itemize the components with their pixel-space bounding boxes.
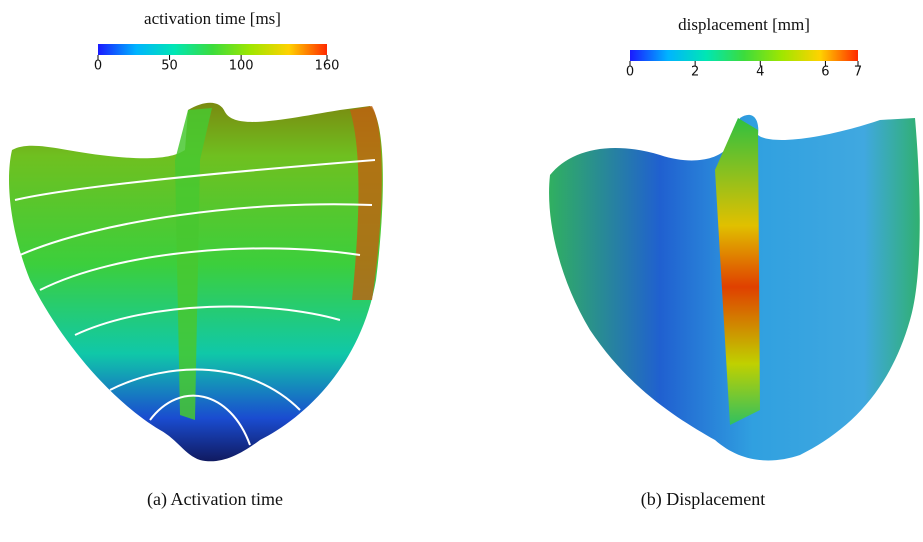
tick-label: 2 xyxy=(691,65,699,80)
tick-label: 0 xyxy=(626,65,634,80)
tick-label: 50 xyxy=(161,59,178,74)
heart-displacement xyxy=(549,114,920,461)
tick-label: 100 xyxy=(229,59,254,74)
caption: (b) Displacement xyxy=(641,489,765,510)
heart-activation xyxy=(9,102,383,462)
tick-label: 160 xyxy=(315,59,340,74)
tick-label: 7 xyxy=(854,65,862,80)
tick-label: 0 xyxy=(94,59,102,74)
colorbar-title: activation time [ms] xyxy=(144,9,281,28)
colorbar-title: displacement [mm] xyxy=(678,15,810,34)
caption: (a) Activation time xyxy=(147,489,283,510)
colorbar xyxy=(630,50,858,61)
tick-label: 6 xyxy=(821,65,829,80)
colorbar xyxy=(98,44,327,55)
tick-label: 4 xyxy=(756,65,764,80)
